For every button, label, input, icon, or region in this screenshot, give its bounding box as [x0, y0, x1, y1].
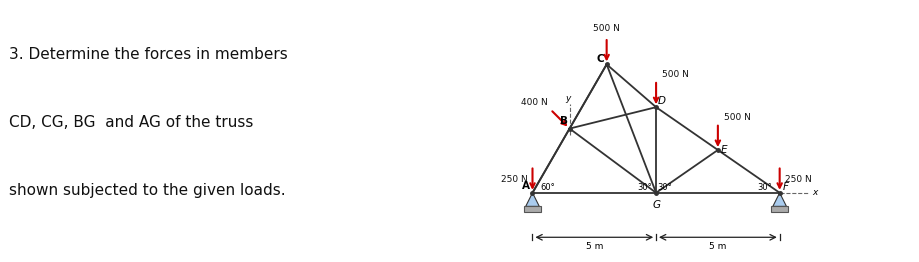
Text: 500 N: 500 N: [662, 70, 688, 79]
Text: 5 m: 5 m: [585, 242, 602, 251]
Text: 30°: 30°: [637, 183, 652, 192]
Text: 250 N: 250 N: [784, 175, 811, 184]
Text: 500 N: 500 N: [723, 113, 750, 122]
Bar: [523, 206, 540, 212]
Text: G: G: [652, 200, 659, 210]
Text: 500 N: 500 N: [593, 24, 619, 34]
Text: 30°: 30°: [756, 183, 771, 192]
Text: F: F: [782, 182, 788, 192]
Polygon shape: [525, 193, 539, 206]
Text: C: C: [596, 54, 603, 64]
Text: B: B: [560, 116, 568, 126]
Bar: [770, 206, 788, 212]
Text: 60°: 60°: [539, 183, 554, 192]
Text: 400 N: 400 N: [520, 98, 548, 107]
Text: E: E: [720, 145, 727, 155]
Text: y: y: [565, 94, 571, 103]
Text: D: D: [656, 96, 664, 106]
Text: 5 m: 5 m: [709, 242, 726, 251]
Text: 30°: 30°: [656, 183, 672, 192]
Text: A: A: [521, 181, 529, 191]
Text: 250 N: 250 N: [500, 175, 527, 184]
Text: 3. Determine the forces in members: 3. Determine the forces in members: [9, 47, 288, 62]
Text: x: x: [811, 188, 816, 197]
Text: CD, CG, BG  and AG of the truss: CD, CG, BG and AG of the truss: [9, 115, 254, 130]
Text: shown subjected to the given loads.: shown subjected to the given loads.: [9, 183, 286, 198]
Polygon shape: [772, 193, 786, 206]
